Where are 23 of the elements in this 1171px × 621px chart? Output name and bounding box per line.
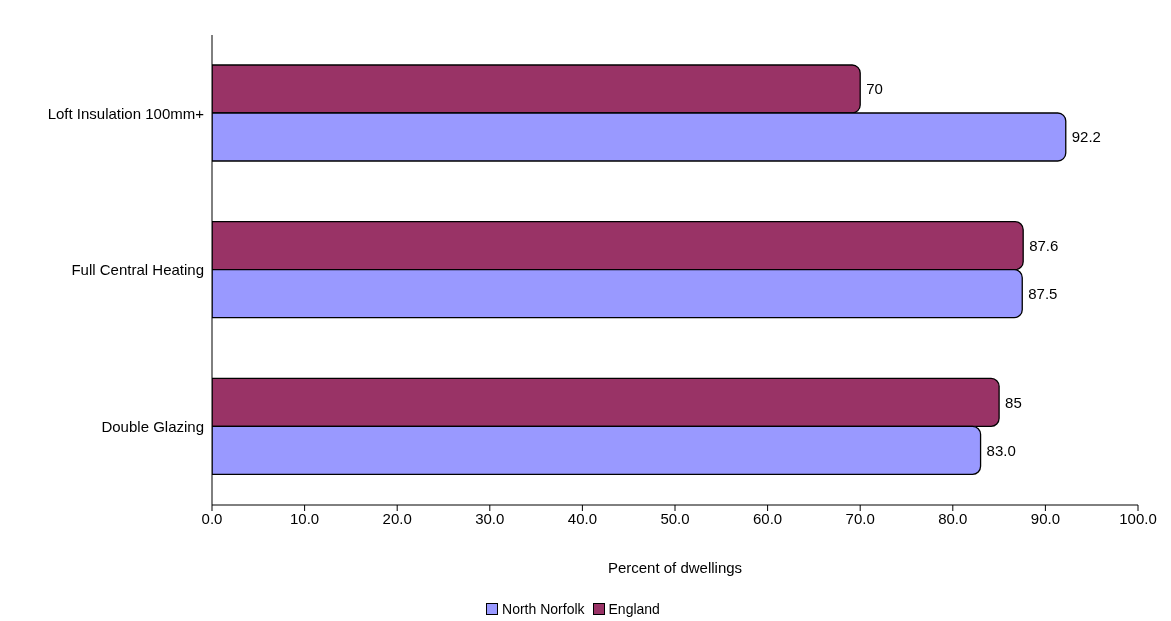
legend-label: North Norfolk [502,601,585,617]
x-tick-label: 30.0 [475,509,505,527]
x-tick-label: 50.0 [660,509,690,527]
x-tick-label: 70.0 [845,509,875,527]
data-label: 85 [1005,393,1022,411]
data-label: 83.0 [986,441,1016,459]
data-label: 92.2 [1071,128,1101,146]
data-label: 87.5 [1028,284,1058,302]
legend-label: England [608,601,660,617]
x-axis-title: Percent of dwellings [607,559,743,576]
x-tick-label: 80.0 [938,509,968,527]
y-tick-label: Loft Insulation 100mm+ [47,104,205,122]
x-tick-label: 100.0 [1119,509,1157,527]
x-tick-label: 20.0 [382,509,412,527]
y-tick-label: Double Glazing [101,417,204,435]
x-tick-label: 40.0 [567,509,597,527]
data-label: 70 [866,80,883,98]
y-tick-label: Full Central Heating [71,261,204,279]
x-tick-label: 10.0 [290,509,320,527]
x-tick-label: 60.0 [753,509,783,527]
x-tick-label: 90.0 [1030,509,1060,527]
x-tick-label: 0.0 [201,509,223,527]
data-label: 87.6 [1029,236,1059,254]
